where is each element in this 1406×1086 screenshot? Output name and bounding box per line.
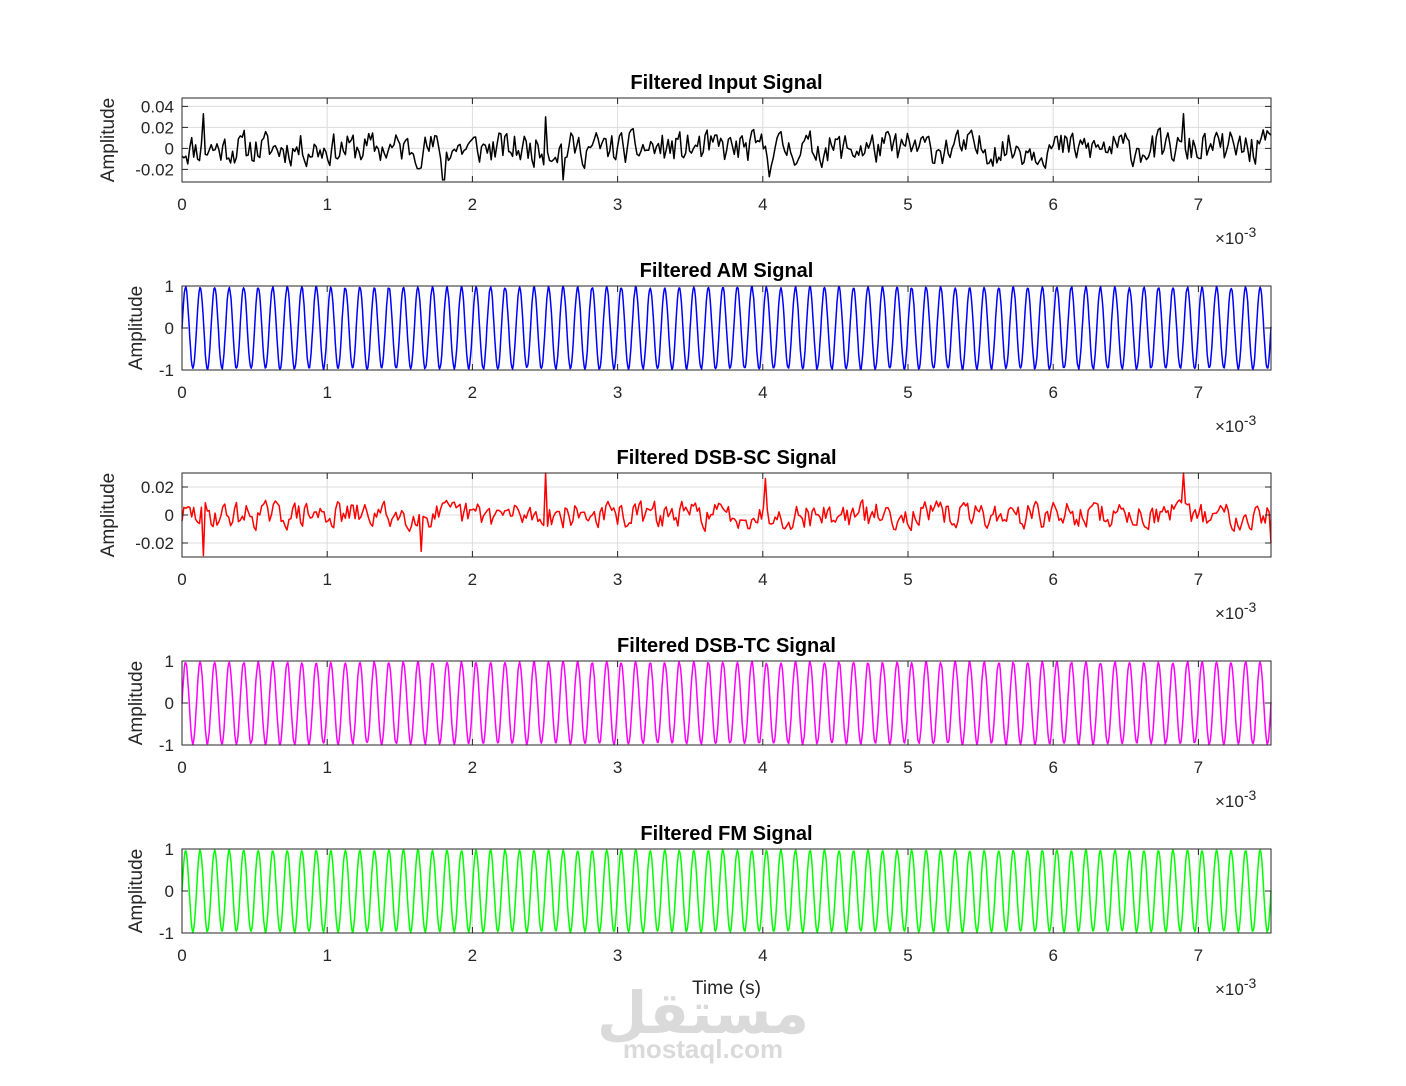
x-tick-label: 1 — [322, 946, 331, 965]
signal-line — [181, 660, 1272, 746]
y-tick-label: 0.02 — [141, 118, 174, 137]
x-tick-label: 5 — [903, 383, 912, 402]
x-tick-label: 6 — [1048, 383, 1057, 402]
x-exponent-label: ×10-3 — [1215, 599, 1257, 623]
chart-title: Filtered AM Signal — [640, 260, 814, 282]
x-tick-label: 1 — [322, 570, 331, 589]
y-tick-label: 0 — [165, 139, 174, 158]
y-tick-label: 0 — [165, 882, 174, 901]
x-exponent-label: ×10-3 — [1215, 224, 1257, 248]
x-tick-label: 5 — [903, 195, 912, 214]
x-tick-label: 2 — [468, 758, 477, 777]
y-axis-label: Amplitude — [98, 98, 119, 183]
y-tick-label: 0 — [165, 506, 174, 525]
x-tick-label: 4 — [758, 195, 767, 214]
x-tick-label: 1 — [322, 195, 331, 214]
x-tick-label: 2 — [468, 946, 477, 965]
x-tick-label: 0 — [177, 383, 186, 402]
signal-line — [181, 285, 1272, 371]
x-tick-label: 7 — [1194, 195, 1203, 214]
x-tick-label: 6 — [1048, 195, 1057, 214]
x-tick-label: 6 — [1048, 758, 1057, 777]
x-tick-label: 5 — [903, 946, 912, 965]
y-tick-label: -1 — [159, 736, 174, 755]
x-exponent-power: -3 — [1244, 975, 1257, 991]
x-tick-label: 5 — [903, 758, 912, 777]
x-exponent-power: -3 — [1244, 787, 1257, 803]
y-axis-label: Amplitude — [126, 849, 147, 934]
y-axis-label: Amplitude — [126, 286, 147, 371]
axes-box — [181, 97, 1272, 183]
chart-title: Filtered FM Signal — [640, 823, 812, 845]
x-exponent-power: -3 — [1244, 599, 1257, 615]
plot-area — [182, 98, 1271, 182]
x-tick-label: 0 — [177, 946, 186, 965]
x-exponent-power: -3 — [1244, 412, 1257, 428]
x-tick-label: 1 — [322, 383, 331, 402]
x-tick-label: 7 — [1194, 570, 1203, 589]
y-tick-label: 1 — [165, 277, 174, 296]
y-tick-label: 1 — [165, 652, 174, 671]
y-tick-label: 0 — [165, 319, 174, 338]
y-tick-label: 0.02 — [141, 478, 174, 497]
chart-title: Filtered Input Signal — [630, 72, 822, 94]
watermark-logo: مستقل — [597, 979, 809, 1047]
x-tick-label: 2 — [468, 383, 477, 402]
x-exponent-label: ×10-3 — [1215, 787, 1257, 811]
x-tick-label: 7 — [1194, 946, 1203, 965]
x-tick-label: 3 — [613, 758, 622, 777]
x-tick-label: 4 — [758, 570, 767, 589]
chart-title: Filtered DSB-SC Signal — [616, 447, 836, 469]
y-tick-label: 1 — [165, 840, 174, 859]
x-tick-label: 7 — [1194, 383, 1203, 402]
y-tick-label: -0.02 — [135, 160, 174, 179]
y-axis-label: Amplitude — [98, 473, 119, 558]
x-tick-label: 0 — [177, 195, 186, 214]
y-axis-label: Amplitude — [126, 661, 147, 746]
x-tick-label: 4 — [758, 383, 767, 402]
x-exponent-label: ×10-3 — [1215, 975, 1257, 999]
x-tick-label: 3 — [613, 946, 622, 965]
y-tick-label: -1 — [159, 361, 174, 380]
x-tick-label: 2 — [468, 570, 477, 589]
x-tick-label: 6 — [1048, 570, 1057, 589]
y-tick-label: -0.02 — [135, 534, 174, 553]
x-axis-label: Time (s) — [692, 978, 761, 999]
signal-line — [181, 113, 1272, 181]
x-tick-label: 3 — [613, 195, 622, 214]
watermark-text: mostaql.com — [623, 1034, 783, 1064]
x-tick-label: 3 — [613, 383, 622, 402]
x-exponent-label: ×10-3 — [1215, 412, 1257, 436]
x-tick-label: 4 — [758, 946, 767, 965]
x-tick-label: 0 — [177, 758, 186, 777]
x-exponent-power: -3 — [1244, 224, 1257, 240]
signal-line — [181, 848, 1272, 934]
x-tick-label: 4 — [758, 758, 767, 777]
x-tick-label: 6 — [1048, 946, 1057, 965]
x-tick-label: 0 — [177, 570, 186, 589]
y-tick-label: 0 — [165, 694, 174, 713]
signal-line — [181, 472, 1272, 557]
x-tick-label: 5 — [903, 570, 912, 589]
x-tick-label: 1 — [322, 758, 331, 777]
y-tick-label: 0.04 — [141, 97, 174, 116]
x-tick-label: 3 — [613, 570, 622, 589]
x-tick-label: 7 — [1194, 758, 1203, 777]
chart-title: Filtered DSB-TC Signal — [617, 635, 836, 657]
y-tick-label: -1 — [159, 924, 174, 943]
x-tick-label: 2 — [468, 195, 477, 214]
